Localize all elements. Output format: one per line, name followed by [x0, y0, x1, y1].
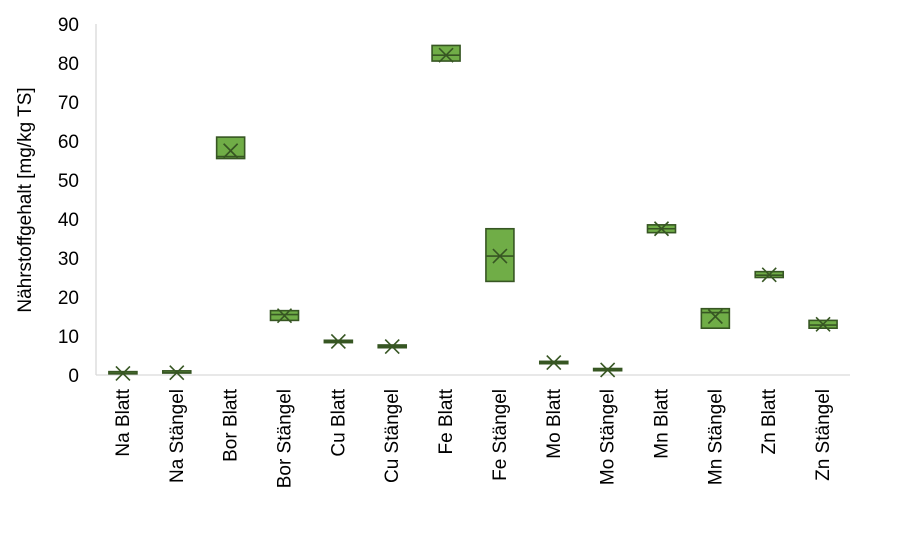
mean-marker	[384, 338, 400, 355]
box-mo-stängel	[592, 362, 623, 378]
x-tick-label: Na Stängel	[167, 389, 188, 483]
box-zn-stängel	[808, 316, 838, 332]
x-tick-label: Zn Stängel	[813, 389, 834, 481]
box-na-stängel	[161, 365, 192, 381]
box-mn-blatt	[646, 221, 677, 237]
y-tick-label: 30	[58, 249, 79, 270]
box-fe-blatt	[431, 44, 461, 63]
x-tick-label: Cu Blatt	[328, 388, 349, 456]
x-tick-label: Mn Stängel	[705, 389, 726, 485]
box-na-blatt	[108, 365, 138, 382]
box-zn-blatt	[754, 267, 785, 283]
x-tick-label: Fe Blatt	[436, 388, 457, 454]
x-tick-label: Mn Blatt	[652, 388, 673, 458]
box-iqr	[700, 307, 731, 330]
x-tick-label: Cu Stängel	[382, 389, 403, 483]
y-axis-label: Nährstoffgehalt [mg/kg TS]	[15, 87, 36, 312]
mean-marker	[761, 267, 777, 283]
mean-marker	[115, 365, 131, 382]
y-tick-label: 50	[58, 171, 79, 192]
y-tick-label: 0	[68, 366, 79, 387]
y-tick-label: 90	[58, 15, 79, 36]
x-tick-label: Mo Blatt	[544, 388, 565, 458]
x-axis: Na Blatt Na Stängel Bor Blatt Bor Stängel Cu…	[96, 374, 850, 488]
box-bor-blatt	[215, 136, 246, 160]
mean-marker	[169, 365, 185, 381]
plot-area	[108, 44, 838, 382]
y-tick-label: 20	[58, 288, 79, 309]
y-tick-label: 80	[58, 54, 79, 75]
box-bor-stängel	[269, 308, 300, 324]
box-fe-stängel	[485, 227, 515, 283]
mean-marker	[600, 362, 616, 378]
mean-marker	[492, 248, 508, 264]
box-cu-blatt	[323, 333, 354, 350]
mean-marker	[653, 221, 670, 237]
y-axis: 0 10 20 30 40 50 60 70 80 90	[58, 15, 97, 387]
mean-marker	[815, 316, 831, 332]
mean-marker	[276, 308, 293, 324]
mean-marker	[438, 47, 454, 63]
box-cu-stängel	[377, 338, 408, 355]
mean-marker	[330, 333, 346, 350]
x-tick-label: Bor Blatt	[221, 388, 242, 462]
x-tick-label: Mo Stängel	[598, 389, 619, 485]
y-tick-label: 70	[58, 93, 79, 114]
box-iqr	[215, 136, 246, 160]
box-iqr	[431, 44, 461, 62]
mean-marker	[707, 308, 723, 325]
y-tick-label: 10	[58, 327, 79, 348]
x-tick-label: Na Blatt	[113, 388, 134, 456]
x-tick-label: Fe Stängel	[490, 389, 511, 481]
y-tick-label: 60	[58, 132, 79, 153]
x-tick-label: Zn Blatt	[759, 388, 780, 454]
mean-marker	[223, 143, 239, 159]
box-mn-stängel	[700, 307, 731, 330]
box-mo-blatt	[538, 354, 569, 371]
mean-marker	[546, 354, 562, 371]
x-tick-label: Bor Stängel	[275, 389, 296, 488]
y-tick-label: 40	[58, 210, 79, 231]
